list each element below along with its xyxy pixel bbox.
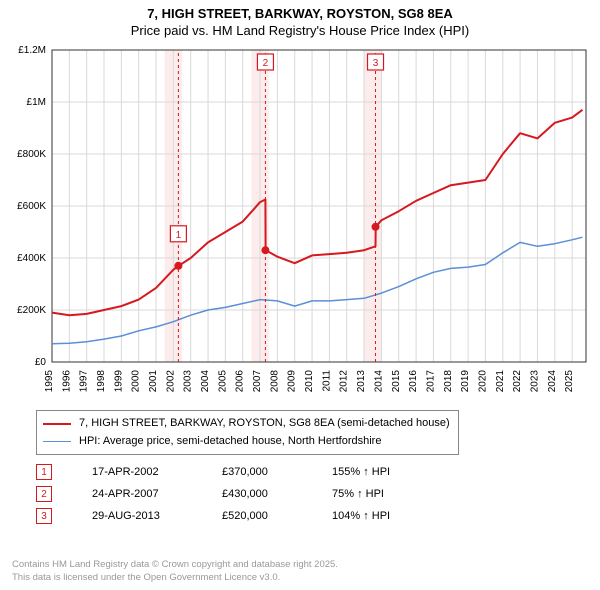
events-table: 1 17-APR-2002 £370,000 155% ↑ HPI 2 24-APR-20… <box>36 458 422 530</box>
x-tick-label: 1996 <box>61 370 72 393</box>
y-tick-label: £1.2M <box>18 45 46 56</box>
event-price: £520,000 <box>222 510 292 522</box>
x-tick-label: 2025 <box>564 370 575 393</box>
price-chart: £0 £200K £400K £600K £800K £1M £1.2M 1995 1996 19… <box>8 42 592 402</box>
event-date: 29-AUG-2013 <box>92 510 182 522</box>
x-tick-label: 1999 <box>113 370 124 393</box>
event-date: 17-APR-2002 <box>92 466 182 478</box>
y-tick-label: £200K <box>17 305 46 316</box>
event-marker: 2 <box>36 486 52 502</box>
legend: 7, HIGH STREET, BARKWAY, ROYSTON, SG8 8E… <box>36 410 459 455</box>
marker-point <box>261 246 269 254</box>
legend-swatch <box>43 423 71 425</box>
event-hpi: 155% ↑ HPI <box>332 466 422 478</box>
legend-swatch <box>43 441 71 442</box>
legend-row: HPI: Average price, semi-detached house,… <box>43 433 450 451</box>
y-tick-label: £400K <box>17 253 46 264</box>
legend-label: 7, HIGH STREET, BARKWAY, ROYSTON, SG8 8E… <box>79 415 450 433</box>
footer-line2: This data is licensed under the Open Gov… <box>12 572 338 584</box>
marker-number: 2 <box>263 58 269 69</box>
event-hpi: 104% ↑ HPI <box>332 510 422 522</box>
x-tick-label: 1998 <box>96 370 107 393</box>
x-tick-label: 2019 <box>460 370 471 393</box>
event-date: 24-APR-2007 <box>92 488 182 500</box>
chart-title-block: 7, HIGH STREET, BARKWAY, ROYSTON, SG8 8E… <box>0 0 600 40</box>
y-tick-label: £1M <box>27 97 46 108</box>
x-tick-label: 2006 <box>235 370 246 393</box>
x-tick-label: 2018 <box>443 370 454 393</box>
marker-number: 1 <box>176 230 182 241</box>
x-tick-label: 2005 <box>217 370 228 393</box>
chart-svg: £0 £200K £400K £600K £800K £1M £1.2M 1995 1996 19… <box>8 42 592 402</box>
footer-attribution: Contains HM Land Registry data © Crown c… <box>12 559 338 584</box>
footer-line1: Contains HM Land Registry data © Crown c… <box>12 559 338 571</box>
marker-point <box>372 223 380 231</box>
title-line1: 7, HIGH STREET, BARKWAY, ROYSTON, SG8 8E… <box>0 6 600 23</box>
x-tick-label: 2015 <box>391 370 402 393</box>
event-hpi: 75% ↑ HPI <box>332 488 422 500</box>
x-tick-label: 2007 <box>252 370 263 393</box>
legend-row: 7, HIGH STREET, BARKWAY, ROYSTON, SG8 8E… <box>43 415 450 433</box>
x-tick-label: 2004 <box>200 370 211 393</box>
x-tick-label: 2024 <box>547 370 558 393</box>
x-tick-label: 1995 <box>44 370 55 393</box>
event-price: £370,000 <box>222 466 292 478</box>
x-tick-label: 2020 <box>477 370 488 393</box>
x-tick-label: 2016 <box>408 370 419 393</box>
x-tick-label: 2009 <box>287 370 298 393</box>
x-tick-label: 2013 <box>356 370 367 393</box>
y-tick-label: £800K <box>17 149 46 160</box>
marker-point <box>174 262 182 270</box>
x-tick-label: 2014 <box>373 370 384 393</box>
x-tick-label: 2023 <box>529 370 540 393</box>
x-tick-label: 2003 <box>183 370 194 393</box>
x-tick-label: 2008 <box>269 370 280 393</box>
event-marker: 3 <box>36 508 52 524</box>
x-tick-label: 2012 <box>339 370 350 393</box>
x-tick-label: 2022 <box>512 370 523 393</box>
x-tick-label: 2000 <box>131 370 142 393</box>
event-row: 1 17-APR-2002 £370,000 155% ↑ HPI <box>36 464 422 480</box>
y-tick-label: £0 <box>35 357 47 368</box>
x-tick-label: 2021 <box>495 370 506 393</box>
event-row: 2 24-APR-2007 £430,000 75% ↑ HPI <box>36 486 422 502</box>
x-tick-label: 2017 <box>425 370 436 393</box>
event-marker: 1 <box>36 464 52 480</box>
x-tick-label: 1997 <box>79 370 90 393</box>
y-tick-label: £600K <box>17 201 46 212</box>
legend-label: HPI: Average price, semi-detached house,… <box>79 433 381 451</box>
event-price: £430,000 <box>222 488 292 500</box>
event-row: 3 29-AUG-2013 £520,000 104% ↑ HPI <box>36 508 422 524</box>
marker-number: 3 <box>373 58 379 69</box>
x-tick-label: 2010 <box>304 370 315 393</box>
x-tick-label: 2011 <box>321 370 332 392</box>
x-tick-label: 2001 <box>148 370 159 393</box>
x-tick-label: 2002 <box>165 370 176 393</box>
title-line2: Price paid vs. HM Land Registry's House … <box>0 23 600 40</box>
